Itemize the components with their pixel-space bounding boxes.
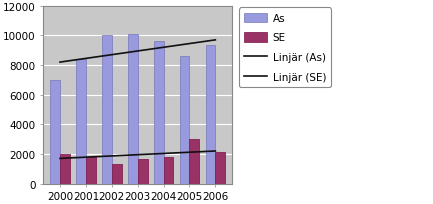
Bar	[60, 154, 70, 184]
Bar	[154, 41, 164, 184]
Legend: As, SE, Linjär (As), Linjär (SE): As, SE, Linjär (As), Linjär (SE)	[239, 8, 331, 88]
Bar	[190, 140, 199, 184]
Bar	[138, 159, 148, 184]
Bar	[50, 80, 60, 184]
Bar	[76, 60, 86, 184]
Bar	[164, 157, 173, 184]
Bar	[215, 153, 225, 184]
Bar	[180, 57, 190, 184]
Bar	[86, 157, 96, 184]
Bar	[128, 35, 138, 184]
Bar	[102, 35, 112, 184]
Bar	[112, 164, 122, 184]
Bar	[206, 46, 215, 184]
